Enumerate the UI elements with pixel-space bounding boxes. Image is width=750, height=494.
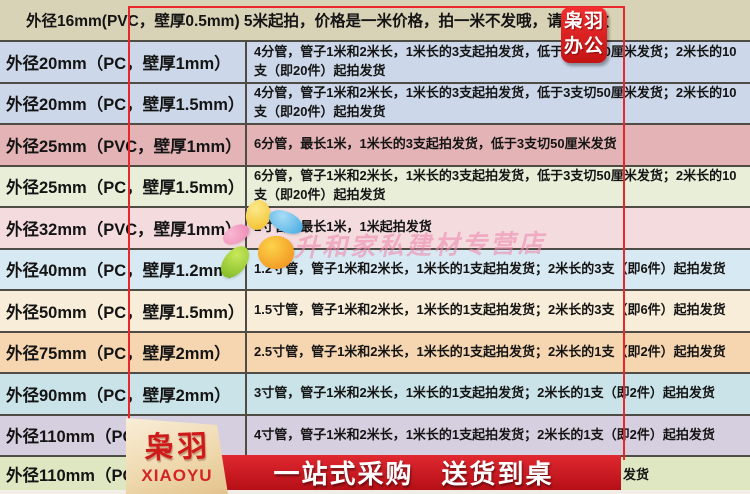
logo-line2: 办公 (563, 36, 604, 57)
spec-cell: 外径32mm（PVC，壁厚1mm） (6, 220, 242, 239)
last-row-visible-text: 发货 (623, 467, 650, 482)
table-row: 外径75mm（PC，壁厚2mm） 2.5寸管，管子1米和2米长，1米长的1支起拍… (0, 330, 750, 372)
xiaoyu-card-logo: 枭羽 XIAOYU (126, 418, 228, 494)
spec-cell: 外径90mm（PC，壁厚2mm） (6, 386, 231, 405)
spec-cell: 外径50mm（PC，壁厚1.5mm） (6, 303, 245, 322)
spec-cell: 外径25mm（PC，壁厚1.5mm） (6, 179, 245, 198)
spec-cell: 外径110mm（PC， (6, 428, 151, 447)
spec-cell: 外径20mm（PC，壁厚1.5mm） (6, 96, 245, 115)
detail-cell: 6分管，管子1米和2米长，1米长的3支起拍发货，低于3支切50厘米发货；2米长的… (245, 166, 750, 206)
petal-blue-icon (265, 205, 307, 239)
table-row: 外径20mm（PC，壁厚1mm） 4分管，管子1米和2米长，1米长的3支起拍发货… (0, 40, 750, 82)
detail-cell: 3寸管，管子1米和2米长，1米长的1支起拍发货；2米长的1支（即2件）起拍发货 (245, 374, 750, 414)
table-row: 外径110mm（PC， 4寸管，管子1米和2米长，1米长的1支起拍发货；2米长的… (0, 413, 750, 455)
table-row: 外径90mm（PC，壁厚2mm） 3寸管，管子1米和2米长，1米长的1支起拍发货… (0, 372, 750, 414)
table-row: 外径25mm（PC，壁厚1.5mm） 6分管，管子1米和2米长，1米长的3支起拍… (0, 164, 750, 206)
detail-cell: 4分管，管子1米和2米长，1米长的3支起拍发货，低于3支切50厘米发货；2米长的… (245, 42, 750, 82)
detail-cell: 1.2寸管，管子1米和2米长，1米长的1支起拍发货；2米长的3支（即6件）起拍发… (245, 249, 750, 289)
flower-petals-icon (215, 197, 307, 284)
table-row: 外径25mm（PVC，壁厚1mm） 6分管，最长1米，1米长的3支起拍发货，低于… (0, 123, 750, 165)
promo-banner-text: 一站式采购 送货到桌 (273, 459, 554, 489)
table-row: 外径50mm（PC，壁厚1.5mm） 1.5寸管，管子1米和2米长，1米长的1支… (0, 289, 750, 331)
spec-cell: 外径20mm（PC，壁厚1mm） (6, 54, 231, 73)
spec-cell: 外径25mm（PVC，壁厚1mm） (6, 137, 242, 156)
logo-latin-name: XIAOYU (141, 466, 213, 485)
logo-chinese-name: 枭羽 (143, 429, 211, 466)
detail-cell: 4寸管，管子1米和2米长，1米长的1支起拍发货；2米长的1支（即2件）起拍发货 (245, 415, 750, 455)
table-row: 外径32mm（PVC，壁厚1mm） 1寸管，最长1米，1米起拍发货 (0, 206, 750, 248)
detail-cell: 6分管，最长1米，1米长的3支起拍发货，低于3支切50厘米发货 (245, 125, 750, 165)
spec-cell: 外径40mm（PC，壁厚1.2mm） (6, 262, 245, 281)
header-text: 外径16mm(PVC，壁厚0.5mm) 5米起拍，价格是一米价格，拍一米不发哦，… (26, 13, 610, 30)
table-row: 外径20mm（PC，壁厚1.5mm） 4分管，管子1米和2米长，1米长的3支起拍… (0, 81, 750, 123)
logo-line1: 枭羽 (563, 11, 604, 33)
detail-cell: 2.5寸管，管子1米和2米长，1米长的1支起拍发货；2米长的1支（即2件）起拍发… (245, 332, 750, 372)
detail-cell: 4分管，管子1米和2米长，1米长的3支起拍发货，低于3支切50厘米发货；2米长的… (245, 83, 750, 123)
spec-cell: 外径75mm（PC，壁厚2mm） (6, 345, 231, 364)
xiaoyu-office-logo: 枭羽 办公 (561, 7, 607, 63)
detail-cell: 1.5寸管，管子1米和2米长，1米长的1支起拍发货；2米长的3支（即6件）起拍发… (245, 291, 750, 331)
promo-banner: 一站式采购 送货到桌 (206, 455, 621, 490)
table-row: 外径40mm（PC，壁厚1.2mm） 1.2寸管，管子1米和2米长，1米长的1支… (0, 247, 750, 289)
detail-cell: 1寸管，最长1米，1米起拍发货 (245, 208, 750, 248)
spec-cell: 外径110mm（PC， (6, 466, 151, 485)
petal-green-icon (215, 241, 255, 283)
header-row: 外径16mm(PVC，壁厚0.5mm) 5米起拍，价格是一米价格，拍一米不发哦，… (0, 0, 750, 40)
petal-orange-icon (258, 236, 294, 269)
